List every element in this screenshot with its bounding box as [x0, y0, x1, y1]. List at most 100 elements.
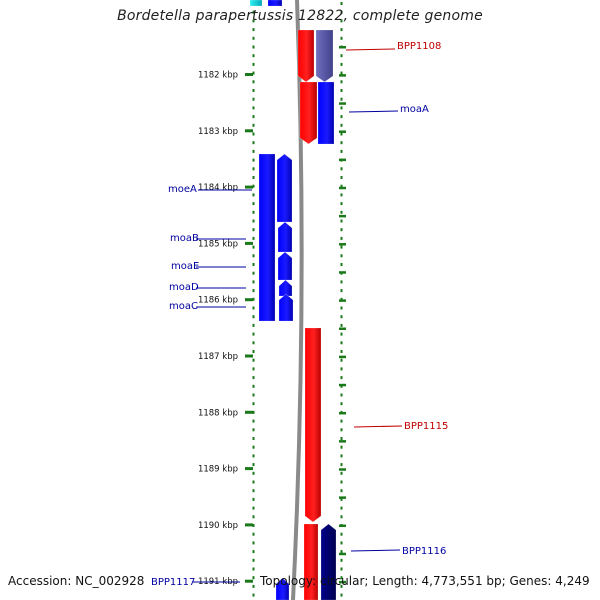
gene-label-moad[interactable]: moaD: [169, 282, 199, 293]
guide-dot-right: [340, 323, 343, 327]
scale-tick-mark: [245, 298, 253, 302]
gene-label-moaa[interactable]: moaA: [400, 104, 429, 115]
guide-dot-right: [340, 367, 343, 371]
scale-tick-minor: [339, 214, 346, 218]
guide-dot-right: [340, 306, 343, 310]
guide-dot-left: [252, 567, 255, 571]
guide-dot-left: [252, 532, 255, 536]
guide-dot-right: [340, 263, 343, 266]
genome-backbone: [291, 0, 304, 600]
guide-dot-right: [340, 480, 343, 484]
guide-dot-right: [340, 550, 343, 554]
guide-dot-left: [252, 280, 255, 284]
scale-tick-minor: [339, 580, 346, 584]
guide-dot-right: [340, 36, 343, 40]
guide-dot-left: [252, 202, 255, 206]
gene-moad: [278, 279, 293, 297]
guide-dot-left: [252, 158, 255, 162]
guide-dot-right: [340, 315, 343, 319]
guide-dot-right: [340, 62, 343, 66]
scale-tick-label: 1182 kbp: [198, 71, 238, 81]
guide-dot-left: [252, 550, 255, 554]
guide-dot-left: [252, 384, 255, 388]
guide-dot-right: [340, 497, 343, 501]
scale-tick-mark: [245, 73, 253, 76]
guide-dot-right: [340, 532, 343, 536]
guide-dot-left: [252, 10, 255, 14]
guide-dot-right: [340, 202, 343, 206]
guide-dot-right: [340, 593, 343, 597]
gene-moae: [277, 251, 293, 281]
scale-tick-mark: [245, 523, 253, 527]
guide-dot-right: [340, 471, 343, 475]
guide-dot-left: [252, 341, 255, 345]
gene-label-bpp1116[interactable]: BPP1116: [402, 546, 446, 557]
scale-tick-minor: [339, 468, 346, 471]
guide-dot-right: [340, 97, 343, 101]
scale-tick-minor: [339, 271, 346, 274]
scale-tick-label: 1188 kbp: [198, 408, 238, 418]
guide-dot-left: [252, 593, 255, 597]
gene-moaa-reverse: [317, 81, 335, 145]
guide-dot-left: [252, 97, 255, 101]
guide-dot-left: [252, 576, 255, 580]
gene-label-moab[interactable]: moaB: [170, 233, 199, 244]
guide-dot-right: [340, 71, 343, 75]
scale-tick-label: 1186 kbp: [198, 296, 238, 306]
scale-tick-minor: [339, 552, 346, 556]
guide-dot-left: [252, 332, 255, 336]
scale-tick-label: 1184 kbp: [198, 183, 238, 193]
guide-dot-right: [340, 123, 343, 127]
scale-tick-minor: [339, 299, 346, 302]
guide-dot-left: [252, 323, 255, 327]
scale-tick-mark: [245, 129, 253, 133]
scale-tick-minor: [339, 440, 346, 443]
gene-label-bpp1115[interactable]: BPP1115: [404, 421, 448, 432]
guide-dot-left: [252, 19, 255, 23]
guide-dot-right: [340, 115, 343, 119]
guide-dot-left: [252, 506, 255, 510]
guide-dot-right: [340, 176, 343, 179]
gene-moaa-forward: [299, 81, 318, 145]
scale-tick-minor: [339, 243, 346, 246]
guide-dot-right: [340, 506, 343, 510]
gene-bpp1116-reverse: [320, 523, 337, 600]
guide-dot-right: [340, 437, 343, 440]
guide-dot-left: [252, 471, 255, 475]
scale-tick-minor: [339, 102, 346, 105]
guide-dot-left: [252, 28, 255, 32]
guide-dot-left: [252, 376, 255, 380]
gene-label-bpp1117[interactable]: BPP1117: [151, 577, 195, 588]
guide-dot-left: [252, 45, 255, 49]
guide-dot-right: [340, 167, 343, 171]
gene-label-moac[interactable]: moaC: [169, 301, 198, 312]
guide-dot-right: [340, 332, 343, 336]
guide-dot-right: [340, 219, 343, 223]
guide-dot-left: [252, 350, 255, 353]
guide-dot-right: [340, 350, 343, 353]
scale-tick-mark: [245, 467, 253, 471]
scale-tick-minor: [339, 496, 346, 499]
gene-bpp1108-forward: [297, 29, 315, 83]
guide-dot-right: [340, 358, 343, 362]
guide-dot-left: [252, 454, 255, 458]
gene-label-moea[interactable]: moeA: [168, 184, 197, 195]
guide-dot-left: [252, 558, 255, 562]
guide-dot-right: [340, 567, 343, 571]
guide-dot-right: [340, 193, 343, 197]
scale-tick-minor: [339, 46, 346, 49]
map-title: Bordetella parapertussis 12822, complete…: [117, 8, 483, 24]
gene-cyan-partial: [249, 0, 263, 7]
guide-dot-left: [252, 184, 255, 188]
gene-label-moae[interactable]: moaE: [171, 261, 199, 272]
gene-label-bpp1108[interactable]: BPP1108: [397, 41, 441, 52]
scale-tick-minor: [339, 327, 346, 330]
scale-tick-minor: [339, 383, 346, 387]
guide-dot-left: [252, 245, 255, 249]
guide-dot-left: [252, 263, 255, 266]
guide-dot-right: [340, 141, 343, 145]
guide-dot-left: [252, 219, 255, 223]
scale-tick-minor: [339, 355, 346, 359]
